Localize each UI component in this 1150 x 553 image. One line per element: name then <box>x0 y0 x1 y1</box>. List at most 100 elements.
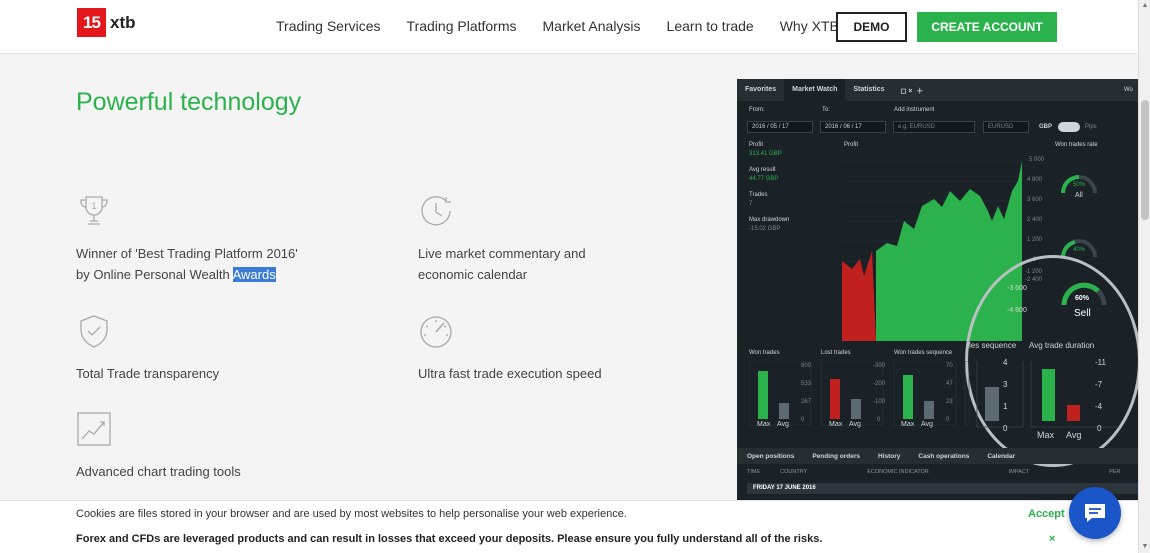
demo-button[interactable]: DEMO <box>836 12 907 42</box>
mini-seq-avg: Avg <box>921 421 933 428</box>
bottom-tab-history: History <box>878 453 901 460</box>
mini-won-axis-1: 533 <box>801 381 812 387</box>
instrument-select: EURUSD <box>983 121 1029 133</box>
cal-head-indicator: ECONOMIC INDICATOR <box>867 469 929 475</box>
gauge-sell-value: 60% <box>1075 295 1090 302</box>
gauge-all-label: All <box>1075 192 1083 199</box>
page-scrollbar[interactable]: ▲ ▼ <box>1138 0 1150 553</box>
mini-seq-axis-3: 0 <box>946 417 950 423</box>
stat-trades-value: 7 <box>749 201 753 207</box>
feature-commentary-line1: Live market commentary and <box>418 246 586 261</box>
bottom-tab-open-positions: Open positions <box>747 453 795 460</box>
platform-tab-icons: ◻ × ＋ <box>900 88 924 95</box>
to-date-field: 2016 / 06 / 17 <box>820 121 886 133</box>
platform-tabs: Favorites Market Watch Statistics ◻ × ＋ <box>737 79 1138 101</box>
feature-commentary-line2: economic calendar <box>418 267 528 282</box>
section-title: Powerful technology <box>76 88 302 116</box>
cookie-accept-button[interactable]: Accept <box>1028 508 1065 520</box>
feature-market-commentary: Live market commentary and economic cale… <box>418 193 708 285</box>
from-date-field: 2016 / 05 / 17 <box>747 121 813 133</box>
platform-tab-favorites: Favorites <box>745 86 777 93</box>
mini-lossseq-axis-3: 0 <box>1003 424 1008 433</box>
mini-lost-axis-2: -100 <box>873 399 886 405</box>
mini-seq-axis-2: 23 <box>946 399 953 405</box>
mini-loss-seq-title: les sequence <box>969 341 1017 350</box>
cal-head-country: COUNTRY <box>780 469 808 475</box>
selected-text-highlight: Awards <box>232 267 276 282</box>
feature-award-line1: Winner of 'Best Trading Platform 2016' <box>76 246 298 261</box>
mini-lost-title: Lost trades <box>821 350 851 356</box>
mini-lossseq-axis-0: 4 <box>1003 358 1008 367</box>
create-account-button[interactable]: CREATE ACCOUNT <box>917 12 1057 42</box>
mini-won-avg: Avg <box>777 421 789 428</box>
cal-head-impact: IMPACT <box>1008 469 1030 475</box>
profit-axis-4: 1 200 <box>1027 237 1043 243</box>
clock-icon <box>421 196 451 226</box>
mini-duration-axis-2: -4 <box>1095 402 1103 411</box>
risk-message: Forex and CFDs are leveraged products an… <box>76 533 823 545</box>
feature-execution-speed: Ultra fast trade execution speed <box>418 313 708 384</box>
feature-chart-line1: Advanced chart trading tools <box>76 464 241 479</box>
mini-duration-title: Avg trade duration <box>1029 341 1095 350</box>
mini-seq-axis-1: 47 <box>946 381 953 387</box>
logo-text: xtb <box>110 12 136 32</box>
calendar-header: TIME COUNTRY ECONOMIC INDICATOR IMPACT P… <box>747 469 1138 479</box>
feature-speed-line1: Ultra fast trade execution speed <box>418 366 602 381</box>
mini-charts <box>749 361 1119 428</box>
cal-head-time: TIME <box>747 469 761 475</box>
platform-right-tab: Wo <box>1124 87 1133 93</box>
mini-sequence-title: Won trades sequence <box>894 350 953 356</box>
mini-lost-axis-1: -200 <box>873 381 886 387</box>
bottom-tab-calendar: Calendar <box>987 453 1016 460</box>
stat-drawdown-value: -15.02 GBP <box>749 226 781 232</box>
mini-duration-axis-0: -11 <box>1095 358 1106 367</box>
profit-axis-2: 3 600 <box>1027 197 1043 203</box>
profit-axis-1: 4 800 <box>1027 177 1043 183</box>
instrument-search-field: e.g. EURUSD <box>893 121 975 133</box>
stat-avg-label: Avg result <box>749 167 776 173</box>
mini-duration-axis-1: -7 <box>1095 380 1103 389</box>
scroll-thumb[interactable] <box>1141 100 1149 220</box>
nav-market-analysis[interactable]: Market Analysis <box>542 18 641 34</box>
pips-label: Pips <box>1085 124 1097 130</box>
mini-won-axis-0: 800 <box>801 363 812 369</box>
stat-profit-value: 313.41 GBP <box>749 151 782 157</box>
site-header: 15 xtb Trading Services Trading Platform… <box>0 0 1138 54</box>
scroll-down-arrow-icon[interactable]: ▼ <box>1141 543 1149 550</box>
add-instrument-label: Add instrument <box>894 107 935 113</box>
scroll-up-arrow-icon[interactable]: ▲ <box>1141 2 1149 9</box>
feature-award: 1 Winner of 'Best Trading Platform 2016'… <box>76 193 366 285</box>
calendar-day-row: FRIDAY 17 JUNE 2016 <box>747 483 1138 494</box>
feature-award-line2: by Online Personal Wealth <box>76 267 233 282</box>
feature-transparency-line1: Total Trade transparency <box>76 366 220 381</box>
mini-lost-axis-0: -300 <box>873 363 886 369</box>
nav-why-xtb[interactable]: Why XTB <box>779 18 839 34</box>
xtb-logo[interactable]: 15 xtb <box>77 8 136 37</box>
gauge-mid-value: 40% <box>1073 247 1086 253</box>
main-nav: Trading Services Trading Platforms Marke… <box>276 18 865 34</box>
mini-lost-axis-3: 0 <box>877 417 881 423</box>
risk-close-icon[interactable]: × <box>1049 533 1056 545</box>
mini-won-axis-3: 0 <box>801 417 805 423</box>
mini-seq-axis-0: 70 <box>946 363 953 369</box>
chat-button[interactable] <box>1069 487 1121 539</box>
svg-text:1: 1 <box>91 201 96 211</box>
cookie-bar: Cookies are files stored in your browser… <box>0 500 1138 527</box>
gauge-sell-label: Sell <box>1074 308 1091 319</box>
gauge-all-value: 50% <box>1073 182 1086 188</box>
profit-axis-0: 5 000 <box>1029 157 1045 163</box>
nav-trading-platforms[interactable]: Trading Platforms <box>406 18 517 34</box>
currency-label: GBP <box>1039 124 1053 130</box>
mini-won-max: Max <box>757 421 771 428</box>
nav-learn-to-trade[interactable]: Learn to trade <box>666 18 754 34</box>
won-rate-title: Won trades rate <box>1055 142 1098 148</box>
gauge-all <box>1061 175 1097 194</box>
trophy-icon: 1 <box>80 196 108 225</box>
platform-tab-statistics: Statistics <box>853 86 885 93</box>
mini-lost-avg: Avg <box>849 421 861 428</box>
chat-bubble-icon <box>1085 504 1105 522</box>
mini-duration-avg: Avg <box>1066 430 1082 440</box>
bottom-tab-pending-orders: Pending orders <box>812 453 860 460</box>
nav-trading-services[interactable]: Trading Services <box>276 18 381 34</box>
stat-drawdown-label: Max drawdown <box>749 217 790 223</box>
